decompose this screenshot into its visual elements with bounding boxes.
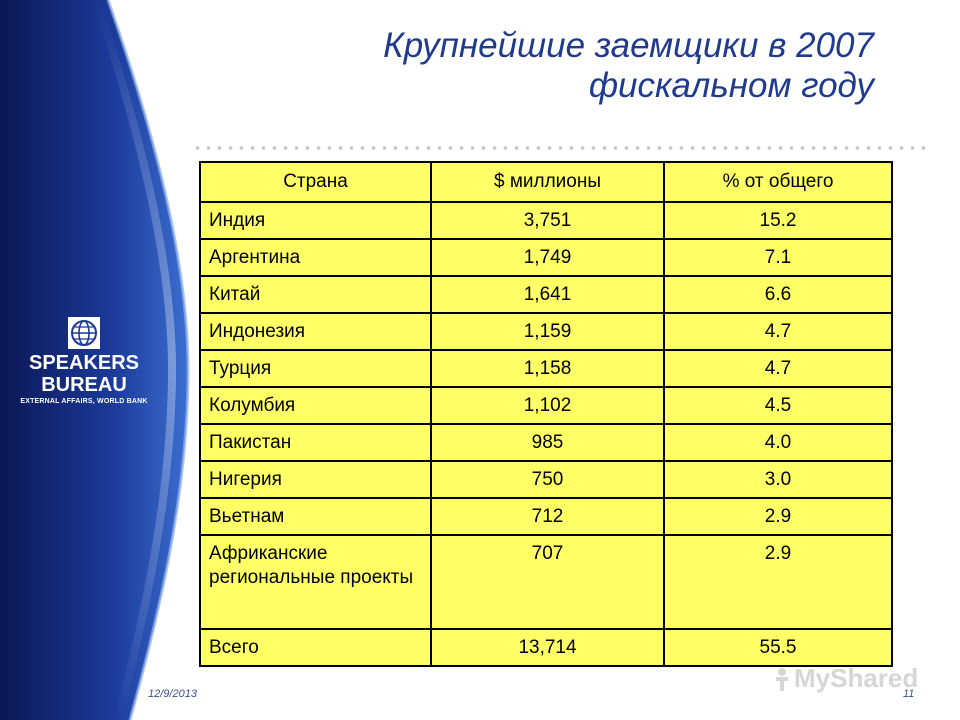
watermark-figure-icon	[772, 667, 792, 693]
header-share: % от общего	[663, 161, 893, 203]
table-row: Китай 1,641 6.6	[199, 275, 893, 314]
myshared-watermark: MyShared	[772, 663, 918, 694]
header-country: Страна	[199, 161, 432, 203]
cell-amount: 1,159	[430, 312, 665, 351]
cell-share: 55.5	[663, 628, 893, 667]
cell-amount: 985	[430, 423, 665, 462]
slide-title-line-2: фискальном году	[588, 66, 874, 105]
blue-sidebar-background	[0, 0, 260, 720]
table-row: Африканские региональные проекты 707 2.9	[199, 534, 893, 630]
cell-share: 15.2	[663, 201, 893, 240]
logo-line-speakers: SPEAKERS	[28, 352, 140, 374]
table-row: Индонезия 1,159 4.7	[199, 312, 893, 351]
cell-amount: 1,641	[430, 275, 665, 314]
cell-amount: 1,749	[430, 238, 665, 277]
watermark-text: MyShared	[794, 663, 919, 693]
header-amount: $ миллионы	[430, 161, 665, 203]
table-row: Турция 1,158 4.7	[199, 349, 893, 388]
cell-country: Индонезия	[199, 312, 432, 351]
logo-line-external-affairs: EXTERNAL AFFAIRS, WORLD BANK	[20, 398, 148, 405]
cell-share: 2.9	[663, 534, 893, 630]
table-row-total: Всего 13,714 55.5	[199, 628, 893, 667]
logo-line-bureau: BUREAU	[41, 374, 127, 396]
cell-country: Колумбия	[199, 386, 432, 425]
cell-share: 6.6	[663, 275, 893, 314]
table-header-row: Страна $ миллионы % от общего	[199, 161, 893, 203]
cell-share: 7.1	[663, 238, 893, 277]
cell-country: Пакистан	[199, 423, 432, 462]
table-row: Пакистан 985 4.0	[199, 423, 893, 462]
table-row: Вьетнам 712 2.9	[199, 497, 893, 536]
slide-title-line-1: Крупнейшие заемщики в 2007	[383, 26, 874, 65]
table-row: Индия 3,751 15.2	[199, 201, 893, 240]
speakers-bureau-logo: SPEAKERS BUREAU EXTERNAL AFFAIRS, WORLD …	[18, 316, 150, 408]
cell-country: Вьетнам	[199, 497, 432, 536]
cell-amount: 3,751	[430, 201, 665, 240]
table-row: Нигерия 750 3.0	[199, 460, 893, 499]
slide-title: Крупнейшие заемщики в 2007 фискальном го…	[262, 26, 874, 106]
cell-amount: 750	[430, 460, 665, 499]
footer-page-number: 11	[903, 688, 915, 700]
cell-country: Индия	[199, 201, 432, 240]
cell-country: Аргентина	[199, 238, 432, 277]
cell-country: Всего	[199, 628, 432, 667]
borrowers-table: Страна $ миллионы % от общего Индия 3,75…	[199, 161, 893, 667]
cell-country: Африканские региональные проекты	[199, 534, 432, 630]
cell-amount: 1,158	[430, 349, 665, 388]
cell-share: 4.5	[663, 386, 893, 425]
dotted-divider	[192, 146, 932, 150]
cell-share: 4.0	[663, 423, 893, 462]
cell-share: 3.0	[663, 460, 893, 499]
table-row: Аргентина 1,749 7.1	[199, 238, 893, 277]
cell-share: 2.9	[663, 497, 893, 536]
cell-country: Нигерия	[199, 460, 432, 499]
cell-amount: 712	[430, 497, 665, 536]
world-bank-globe-icon	[67, 316, 101, 350]
cell-share: 4.7	[663, 312, 893, 351]
cell-amount: 1,102	[430, 386, 665, 425]
cell-country: Турция	[199, 349, 432, 388]
footer-date: 12/9/2013	[148, 688, 197, 700]
cell-country: Китай	[199, 275, 432, 314]
table-row: Колумбия 1,102 4.5	[199, 386, 893, 425]
cell-amount: 707	[430, 534, 665, 630]
cell-amount: 13,714	[430, 628, 665, 667]
cell-share: 4.7	[663, 349, 893, 388]
